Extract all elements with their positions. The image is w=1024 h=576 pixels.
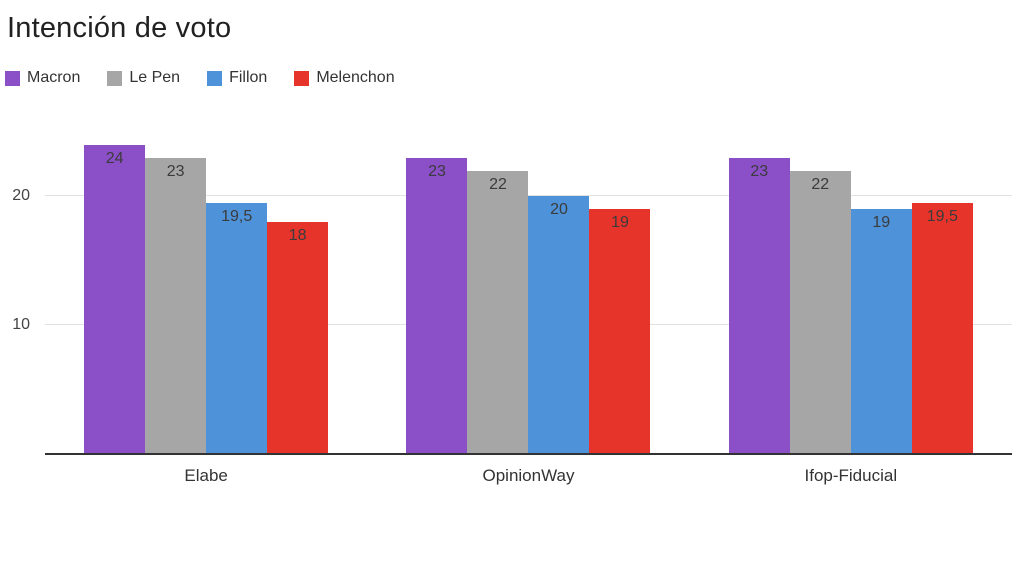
bar-melenchon: 18 xyxy=(267,222,329,454)
legend-label: Fillon xyxy=(229,69,268,86)
legend-label: Melenchon xyxy=(316,69,395,86)
bar-groups: 24 23 19,5 18 Elabe 23 22 20 19 OpinionWay 23 22 19 1… xyxy=(45,119,1012,485)
bar-fillon: 19 xyxy=(850,209,912,454)
bar-le-pen: 23 xyxy=(145,157,207,454)
legend-swatch xyxy=(294,70,310,86)
bar-group-ifop-fiducial: 23 22 19 19,5 Ifop-Fiducial xyxy=(728,119,973,485)
bar-le-pen: 22 xyxy=(467,170,529,454)
y-axis-tick-label: 10 xyxy=(12,316,30,334)
bar-fillon: 19,5 xyxy=(206,202,268,454)
chart-title: Intención de voto xyxy=(7,12,232,44)
bar-value-label: 23 xyxy=(166,162,185,180)
x-axis-category-label: Ifop-Fiducial xyxy=(804,466,898,485)
legend-item-fillon: Fillon xyxy=(207,69,267,87)
bar-value-label: 24 xyxy=(105,149,124,167)
plot: 24 23 19,5 18 Elabe 23 22 20 19 OpinionWay 23 22 19 1… xyxy=(45,119,1012,485)
legend-item-melenchon: Melenchon xyxy=(294,69,395,87)
x-axis-category-label: Elabe xyxy=(184,466,228,485)
bar-macron: 24 xyxy=(84,144,146,454)
bar-macron: 23 xyxy=(406,157,468,454)
y-axis: 10 20 xyxy=(0,119,34,454)
x-axis-category-label: OpinionWay xyxy=(482,466,575,485)
bar-melenchon: 19,5 xyxy=(911,202,973,454)
legend-item-le-pen: Le Pen xyxy=(107,69,180,87)
x-axis-baseline xyxy=(45,453,1012,455)
legend-item-macron: Macron xyxy=(5,69,80,87)
chart-legend: Macron Le Pen Fillon Melenchon xyxy=(5,69,1024,87)
bar-value-label: 22 xyxy=(489,175,507,193)
legend-label: Le Pen xyxy=(129,69,181,86)
bar-group-opinionway: 23 22 20 19 OpinionWay xyxy=(406,119,651,485)
bar-value-label: 19 xyxy=(872,214,891,232)
legend-label: Macron xyxy=(27,69,81,86)
legend-swatch xyxy=(207,70,223,86)
bar-value-label: 19,5 xyxy=(926,207,958,225)
y-axis-tick-label: 20 xyxy=(12,187,30,205)
bar-value-label: 22 xyxy=(811,175,830,193)
bar-value-label: 23 xyxy=(750,162,769,180)
bar-value-label: 18 xyxy=(288,227,307,245)
plot-area: 10 20 24 23 19,5 18 Elabe 23 22 20 19 OpinionWay 23… xyxy=(0,119,1024,485)
gridline xyxy=(45,195,1012,197)
bar-macron: 23 xyxy=(728,157,790,454)
bar-value-label: 19,5 xyxy=(221,207,253,225)
bar-le-pen: 22 xyxy=(789,170,851,454)
legend-swatch xyxy=(107,70,123,86)
legend-swatch xyxy=(5,70,20,86)
bar-value-label: 23 xyxy=(428,162,446,180)
bar-value-label: 19 xyxy=(611,214,629,232)
bar-fillon: 20 xyxy=(528,196,590,454)
bar-value-label: 20 xyxy=(550,201,568,219)
bar-melenchon: 19 xyxy=(589,209,651,454)
chart-container: Intención de voto Macron Le Pen Fillon Mele… xyxy=(0,12,1024,576)
bar-group-elabe: 24 23 19,5 18 Elabe xyxy=(84,119,329,485)
